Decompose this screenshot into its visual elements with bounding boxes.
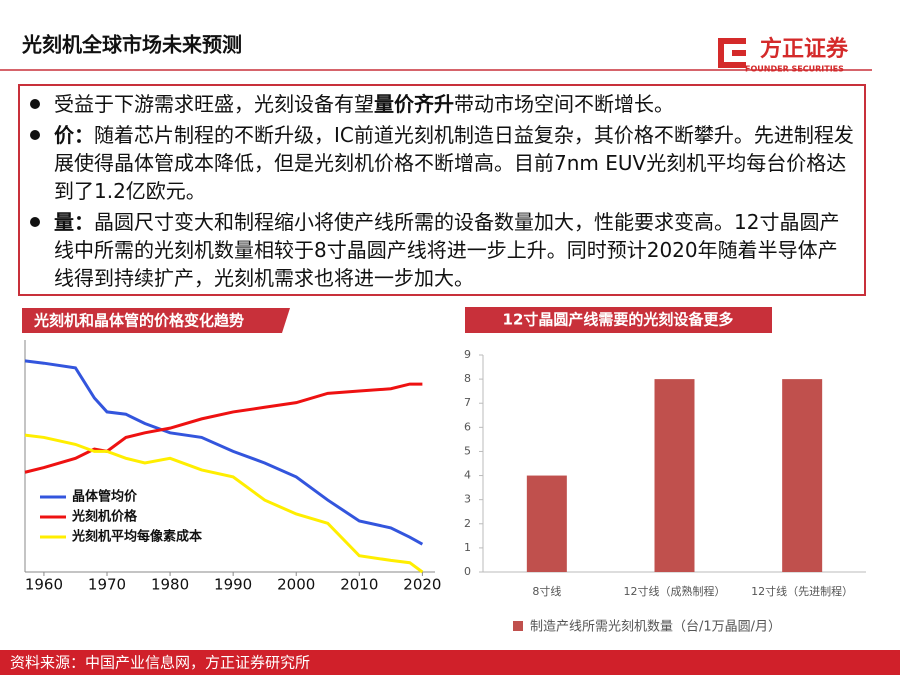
bar: [654, 379, 695, 572]
slide-title: 光刻机全球市场未来预测: [21, 33, 242, 57]
y-tick-label: 1: [464, 541, 471, 554]
y-tick-label: 0: [464, 565, 471, 578]
bullet: 受益于下游需求旺盛，光刻设备有望量价齐升带动市场空间不断增长。: [30, 90, 854, 118]
bold-text: 价：: [54, 123, 94, 147]
y-tick-label: 4: [464, 469, 471, 482]
right-banner: [465, 307, 772, 333]
bold-text: 量：: [54, 210, 94, 234]
legend-swatch: [513, 621, 523, 631]
left-banner: [22, 308, 290, 333]
y-tick-label: 7: [464, 396, 471, 409]
legend-label: 晶体管均价: [72, 489, 138, 505]
series-line: [24, 359, 424, 546]
right-chart-title: 12寸晶圆产线需要的光刻设备更多: [503, 311, 734, 329]
y-tick-label: 6: [464, 420, 471, 433]
x-tick-label: 12寸线（先进制程）: [751, 584, 853, 598]
x-tick-label: 8寸线: [532, 584, 561, 598]
legend-label: 光刻机价格: [71, 509, 138, 525]
series-line: [24, 433, 424, 574]
bold-text: 量价齐升: [374, 92, 454, 116]
logo-name: 方正证券: [760, 36, 849, 62]
left-chart-title: 光刻机和晶体管的价格变化趋势: [33, 312, 244, 330]
x-tick-label: 1960: [25, 576, 63, 594]
x-tick-label: 2000: [277, 576, 315, 594]
bar: [782, 379, 823, 572]
legend-label: 制造产线所需光刻机数量（台/1万晶圆/月）: [530, 620, 781, 635]
x-tick-label: 12寸线（成熟制程）: [624, 584, 726, 598]
footer-bar: [0, 650, 900, 675]
x-tick-label: 2010: [340, 576, 378, 594]
text: 受益于下游需求旺盛，光刻设备有望: [54, 92, 374, 116]
logo-subtitle: FOUNDER SECURITIES: [745, 65, 844, 74]
y-tick-label: 9: [464, 348, 471, 361]
y-tick-label: 3: [464, 493, 471, 506]
bullet: 量：晶圆尺寸变大和制程缩小将使产线所需的设备数量加大，性能要求变高。12寸晶圆产…: [30, 208, 854, 292]
legend-label: 光刻机平均每像素成本: [71, 529, 202, 545]
y-tick-label: 5: [464, 444, 471, 457]
y-tick-label: 8: [464, 372, 471, 385]
x-tick-label: 1980: [151, 576, 189, 594]
bar: [526, 475, 567, 572]
y-tick-label: 2: [464, 517, 471, 530]
footer-source: 资料来源：中国产业信息网，方正证券研究所: [10, 654, 310, 672]
x-tick-label: 1990: [214, 576, 252, 594]
text: 随着芯片制程的不断升级，IC前道光刻机制造日益复杂，其价格不断攀升。先进制程发展…: [54, 123, 854, 203]
x-tick-label: 2020: [403, 576, 441, 594]
series-line: [24, 382, 423, 474]
text: 晶圆尺寸变大和制程缩小将使产线所需的设备数量加大，性能要求变高。12寸晶圆产线中…: [54, 210, 840, 290]
bullet: 价：随着芯片制程的不断升级，IC前道光刻机制造日益复杂，其价格不断攀升。先进制程…: [30, 121, 854, 205]
x-tick-label: 1970: [88, 576, 126, 594]
logo: 方正证券 FOUNDER SECURITIES: [718, 36, 849, 74]
text: 带动市场空间不断增长。: [454, 92, 674, 116]
bullet-box: 受益于下游需求旺盛，光刻设备有望量价齐升带动市场空间不断增长。价：随着芯片制程的…: [18, 84, 866, 296]
